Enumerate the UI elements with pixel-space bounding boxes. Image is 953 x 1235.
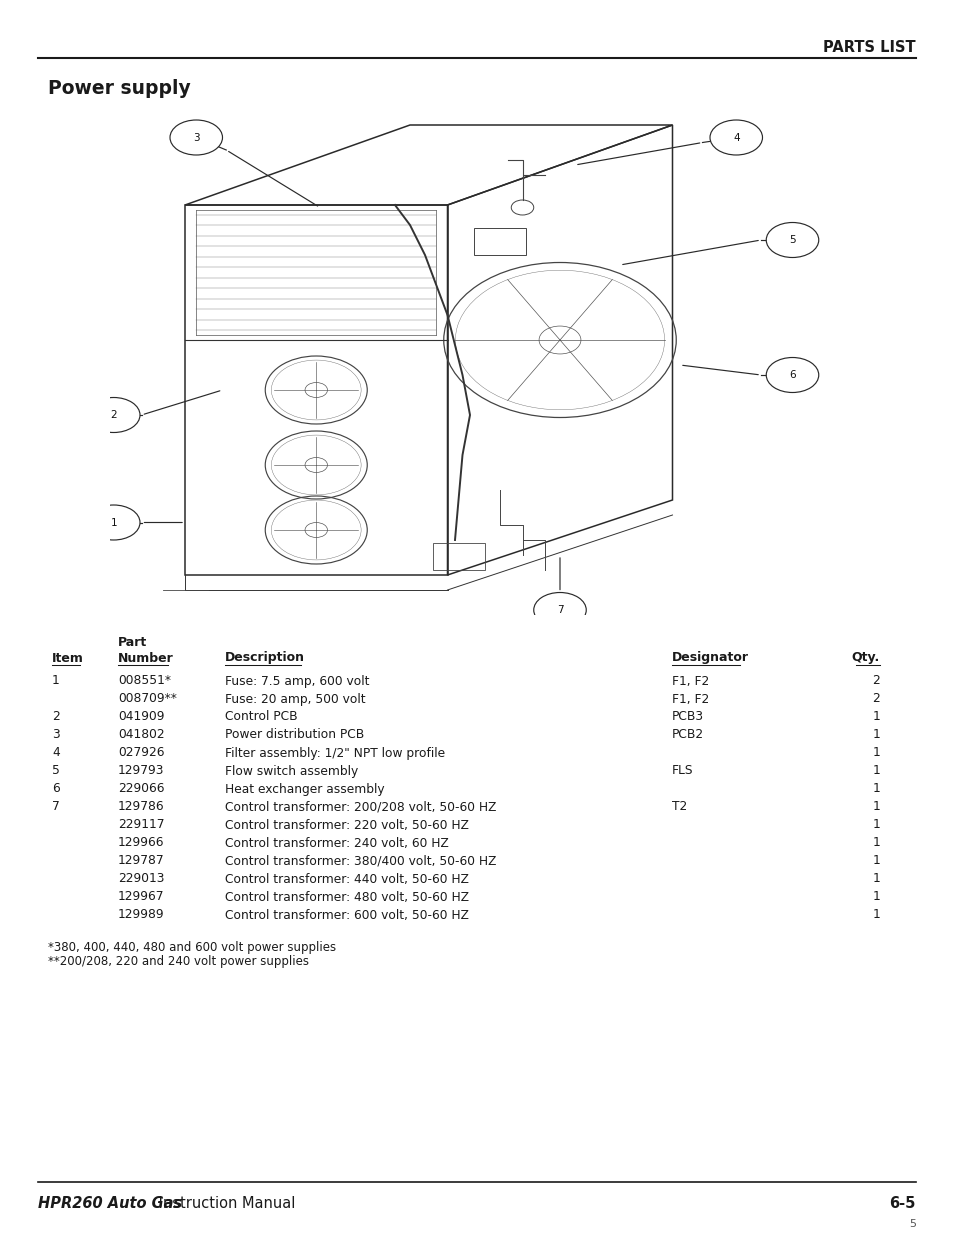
Text: Instruction Manual: Instruction Manual xyxy=(153,1197,295,1212)
Text: 129967: 129967 xyxy=(118,890,164,904)
Text: 3: 3 xyxy=(52,729,60,741)
Bar xyxy=(432,542,484,571)
Text: 6-5: 6-5 xyxy=(889,1197,915,1212)
Text: 1: 1 xyxy=(111,517,117,527)
Text: Description: Description xyxy=(225,652,305,664)
Text: 027926: 027926 xyxy=(118,746,164,760)
Text: Control transformer: 240 volt, 60 HZ: Control transformer: 240 volt, 60 HZ xyxy=(225,836,448,850)
Text: 1: 1 xyxy=(871,872,879,885)
Text: Control transformer: 440 volt, 50-60 HZ: Control transformer: 440 volt, 50-60 HZ xyxy=(225,872,468,885)
Text: 129966: 129966 xyxy=(118,836,164,850)
Circle shape xyxy=(709,120,761,156)
Text: HPR260 Auto Gas: HPR260 Auto Gas xyxy=(38,1197,182,1212)
Circle shape xyxy=(170,120,222,156)
Text: Power supply: Power supply xyxy=(48,79,191,98)
Text: 229117: 229117 xyxy=(118,819,164,831)
Text: Number: Number xyxy=(118,652,173,664)
Text: Control transformer: 220 volt, 50-60 HZ: Control transformer: 220 volt, 50-60 HZ xyxy=(225,819,468,831)
Text: Designator: Designator xyxy=(671,652,748,664)
Text: 008551*: 008551* xyxy=(118,674,171,688)
Text: 2: 2 xyxy=(871,693,879,705)
Text: F1, F2: F1, F2 xyxy=(671,693,708,705)
Text: Control transformer: 380/400 volt, 50-60 HZ: Control transformer: 380/400 volt, 50-60… xyxy=(225,855,496,867)
Text: 1: 1 xyxy=(871,764,879,778)
Text: 1: 1 xyxy=(871,800,879,814)
Text: 1: 1 xyxy=(871,909,879,921)
Circle shape xyxy=(765,357,818,393)
Text: 1: 1 xyxy=(52,674,60,688)
Text: PCB3: PCB3 xyxy=(671,710,703,724)
Text: **200/208, 220 and 240 volt power supplies: **200/208, 220 and 240 volt power suppli… xyxy=(48,956,309,968)
Text: 7: 7 xyxy=(557,605,562,615)
Text: 041909: 041909 xyxy=(118,710,164,724)
Text: F1, F2: F1, F2 xyxy=(671,674,708,688)
Text: 2: 2 xyxy=(111,410,117,420)
Bar xyxy=(474,227,526,254)
Text: Heat exchanger assembly: Heat exchanger assembly xyxy=(225,783,384,795)
Text: 129793: 129793 xyxy=(118,764,164,778)
Text: 229066: 229066 xyxy=(118,783,164,795)
Text: Control transformer: 200/208 volt, 50-60 HZ: Control transformer: 200/208 volt, 50-60… xyxy=(225,800,496,814)
Text: Fuse: 20 amp, 500 volt: Fuse: 20 amp, 500 volt xyxy=(225,693,365,705)
Text: 5: 5 xyxy=(788,235,795,245)
Text: Item: Item xyxy=(52,652,84,664)
Text: 3: 3 xyxy=(193,132,199,142)
Text: 1: 1 xyxy=(871,819,879,831)
Circle shape xyxy=(88,398,140,432)
Text: 129786: 129786 xyxy=(118,800,165,814)
Text: 1: 1 xyxy=(871,746,879,760)
Circle shape xyxy=(88,505,140,540)
Text: Control transformer: 600 volt, 50-60 HZ: Control transformer: 600 volt, 50-60 HZ xyxy=(225,909,468,921)
Text: Flow switch assembly: Flow switch assembly xyxy=(225,764,358,778)
Text: 008709**: 008709** xyxy=(118,693,176,705)
Text: 2: 2 xyxy=(871,674,879,688)
Text: 2: 2 xyxy=(52,710,60,724)
Circle shape xyxy=(765,222,818,258)
Text: *380, 400, 440, 480 and 600 volt power supplies: *380, 400, 440, 480 and 600 volt power s… xyxy=(48,941,335,953)
Text: 129989: 129989 xyxy=(118,909,165,921)
Text: 5: 5 xyxy=(52,764,60,778)
Text: Control transformer: 480 volt, 50-60 HZ: Control transformer: 480 volt, 50-60 HZ xyxy=(225,890,469,904)
Text: 6: 6 xyxy=(52,783,60,795)
Text: 1: 1 xyxy=(871,729,879,741)
Text: 1: 1 xyxy=(871,890,879,904)
Text: 229013: 229013 xyxy=(118,872,164,885)
Text: 4: 4 xyxy=(52,746,60,760)
Text: Fuse: 7.5 amp, 600 volt: Fuse: 7.5 amp, 600 volt xyxy=(225,674,369,688)
Text: Qty.: Qty. xyxy=(851,652,879,664)
Text: Power distribution PCB: Power distribution PCB xyxy=(225,729,364,741)
Text: 4: 4 xyxy=(732,132,739,142)
Text: T2: T2 xyxy=(671,800,686,814)
Text: Filter assembly: 1/2" NPT low profile: Filter assembly: 1/2" NPT low profile xyxy=(225,746,445,760)
Text: 7: 7 xyxy=(52,800,60,814)
Text: FLS: FLS xyxy=(671,764,693,778)
Text: PARTS LIST: PARTS LIST xyxy=(822,41,915,56)
Text: 041802: 041802 xyxy=(118,729,165,741)
Text: Control PCB: Control PCB xyxy=(225,710,297,724)
Text: 5: 5 xyxy=(908,1219,915,1229)
Text: PCB2: PCB2 xyxy=(671,729,703,741)
Circle shape xyxy=(533,593,586,627)
Text: 1: 1 xyxy=(871,783,879,795)
Text: 129787: 129787 xyxy=(118,855,165,867)
Text: Part: Part xyxy=(118,636,147,650)
Text: 1: 1 xyxy=(871,836,879,850)
Text: 1: 1 xyxy=(871,855,879,867)
Text: 1: 1 xyxy=(871,710,879,724)
Text: 6: 6 xyxy=(788,370,795,380)
